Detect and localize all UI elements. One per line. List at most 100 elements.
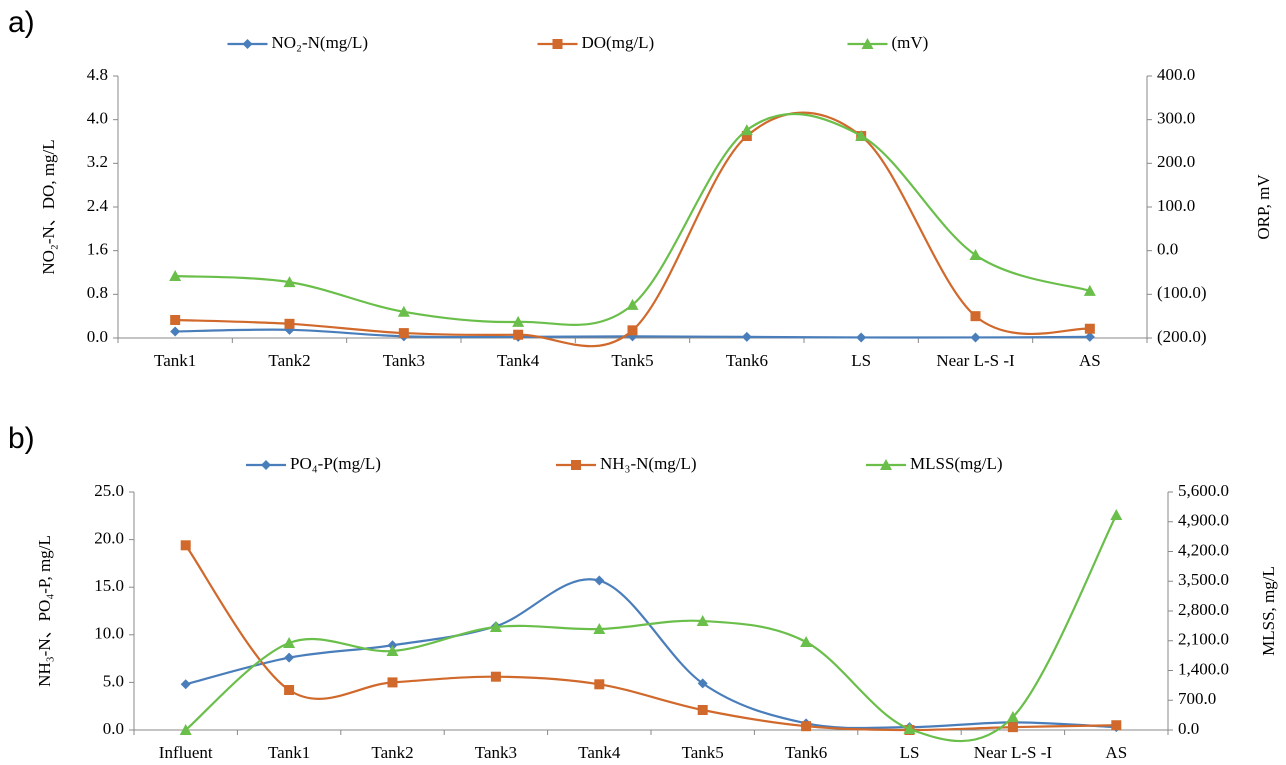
marker xyxy=(800,635,813,647)
x-tick-label: Tank4 xyxy=(497,351,540,370)
legend-marker xyxy=(242,39,253,49)
y-tick-label: 4.8 xyxy=(87,65,108,84)
marker xyxy=(969,249,982,261)
x-tick-label: Tank3 xyxy=(383,351,425,370)
marker xyxy=(284,652,295,663)
panel-label: a) xyxy=(8,6,35,39)
chart-panel: b) 0.0 5.0 10.0 15.0 20.0 25.0 0.0 700.0 1,400.0 2… xyxy=(8,422,1278,762)
marker xyxy=(387,677,398,688)
y-tick-label: 15.0 xyxy=(94,576,124,595)
marker xyxy=(855,129,868,141)
legend-label: NO₂-N(mg/L) xyxy=(272,33,369,52)
marker xyxy=(1006,710,1019,722)
legend-label: DO(mg/L) xyxy=(582,33,655,52)
series-line xyxy=(175,111,1090,348)
legend-marker xyxy=(571,460,581,470)
marker xyxy=(489,620,502,632)
y-tick-label: 2.4 xyxy=(87,196,109,215)
x-tick-label: Tank6 xyxy=(726,351,768,370)
marker xyxy=(179,724,192,735)
x-tick-label: LS xyxy=(900,743,920,762)
y-tick-label: 10.0 xyxy=(94,624,124,643)
legend-label: PO₄-P(mg/L) xyxy=(290,454,381,473)
y2-axis-label: ORP, mV xyxy=(1254,174,1273,240)
marker xyxy=(626,298,639,310)
marker xyxy=(697,678,708,689)
legend-label: (mV) xyxy=(892,33,929,52)
x-tick-label: Tank3 xyxy=(475,743,517,762)
marker xyxy=(1084,331,1095,342)
marker xyxy=(697,705,708,716)
marker xyxy=(284,685,295,696)
legend-marker xyxy=(861,38,874,49)
x-tick-label: Tank6 xyxy=(785,743,827,762)
legend-marker xyxy=(261,460,271,470)
y2-tick-label: 2,800.0 xyxy=(1178,600,1229,619)
y2-tick-label: 5,600.0 xyxy=(1178,481,1229,500)
y2-tick-label: 0.0 xyxy=(1157,240,1178,259)
y2-tick-label: 1,400.0 xyxy=(1178,659,1229,678)
y2-tick-label: 3,500.0 xyxy=(1178,570,1229,589)
y2-tick-label: (200.0) xyxy=(1157,327,1207,346)
marker xyxy=(970,332,981,343)
x-tick-label: Tank2 xyxy=(268,351,310,370)
marker xyxy=(169,269,182,281)
chart-panel: a) 0.0 0.8 1.6 2.4 3.2 4.0 4.8 (200.0) (100.0) 0.0… xyxy=(8,6,1273,370)
series-line xyxy=(184,544,1117,732)
x-tick-label: Tank4 xyxy=(578,743,621,762)
marker xyxy=(627,325,638,336)
marker xyxy=(283,637,296,649)
marker xyxy=(1084,323,1095,334)
marker xyxy=(741,131,752,142)
x-tick-label: LS xyxy=(851,351,871,370)
y2-axis-label: MLSS, mg/L xyxy=(1259,566,1278,656)
x-tick-label: AS xyxy=(1079,351,1101,370)
series-line xyxy=(185,578,1117,730)
marker xyxy=(1111,720,1122,731)
y-tick-label: 0.8 xyxy=(87,283,108,302)
legend-label: MLSS(mg/L) xyxy=(910,454,1003,473)
y-tick-label: 1.6 xyxy=(87,240,108,259)
series-line xyxy=(184,514,1118,743)
marker xyxy=(970,311,981,322)
y2-tick-label: (100.0) xyxy=(1157,283,1207,302)
marker xyxy=(170,326,181,337)
marker xyxy=(180,540,191,551)
y-axis-label: NH₃-N、PO₄-P, mg/L xyxy=(35,535,54,687)
marker xyxy=(512,315,525,327)
marker xyxy=(740,124,753,136)
x-tick-label: AS xyxy=(1105,743,1127,762)
y-tick-label: 0.0 xyxy=(103,719,124,738)
y-tick-label: 4.0 xyxy=(87,109,108,128)
y2-tick-label: 4,200.0 xyxy=(1178,540,1229,559)
y2-tick-label: 700.0 xyxy=(1178,689,1216,708)
y-axis-label: NO₂-N、DO, mg/L xyxy=(39,139,58,274)
x-tick-label: Tank1 xyxy=(268,743,310,762)
x-tick-label: Tank2 xyxy=(371,743,413,762)
marker xyxy=(397,305,410,317)
marker xyxy=(1110,508,1123,520)
marker xyxy=(386,644,399,656)
y-tick-label: 0.0 xyxy=(87,327,108,346)
x-tick-label: Near L-S -I xyxy=(974,743,1053,762)
y2-tick-label: 100.0 xyxy=(1157,196,1195,215)
y2-tick-label: 0.0 xyxy=(1178,719,1199,738)
marker xyxy=(398,328,409,339)
marker xyxy=(513,329,524,340)
marker xyxy=(741,331,752,342)
marker xyxy=(1083,284,1096,296)
marker xyxy=(856,332,867,343)
marker xyxy=(593,623,606,635)
marker xyxy=(170,314,181,325)
y2-tick-label: 200.0 xyxy=(1157,152,1195,171)
x-tick-label: Tank1 xyxy=(154,351,196,370)
x-tick-label: Near L-S -I xyxy=(936,351,1015,370)
y-tick-label: 25.0 xyxy=(94,481,124,500)
legend-marker xyxy=(880,459,892,470)
series-line xyxy=(175,112,1091,326)
legend-marker xyxy=(552,39,563,49)
marker xyxy=(594,679,605,690)
y2-tick-label: 4,900.0 xyxy=(1178,511,1229,530)
marker xyxy=(903,722,916,734)
